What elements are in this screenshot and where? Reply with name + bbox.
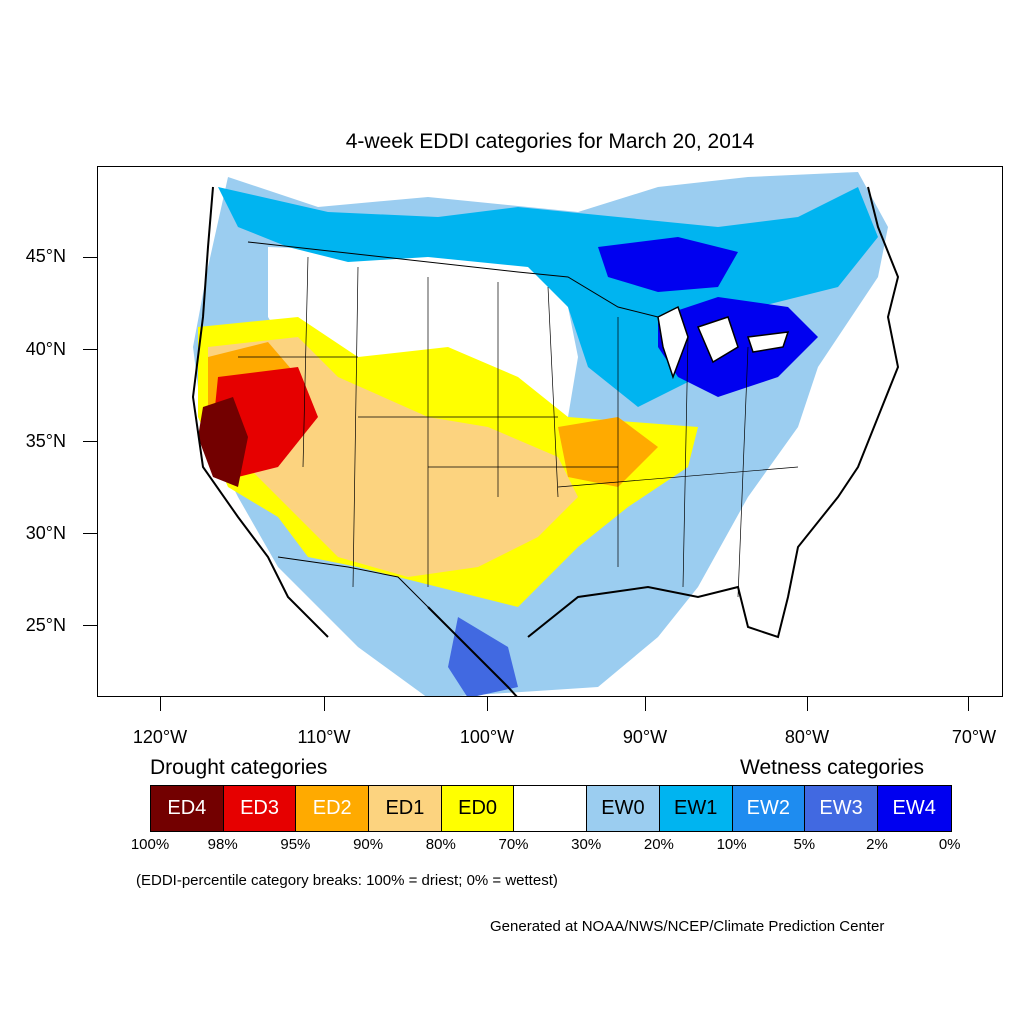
legend-box-ew1: EW1 (659, 786, 733, 831)
legend-percentile-label: 100% (130, 836, 170, 853)
lon-label-80: 80°W (784, 727, 830, 747)
lat-tick (83, 349, 97, 350)
lat-tick (83, 533, 97, 534)
wet-region-ew3 (448, 617, 518, 696)
legend-box-ed4: ED4 (151, 786, 224, 831)
drought-region-ed4 (198, 397, 248, 487)
legend-box-ew4: EW4 (877, 786, 951, 831)
lon-tick (324, 697, 325, 711)
lon-tick (645, 697, 646, 711)
lat-tick (83, 625, 97, 626)
lon-tick (160, 697, 161, 711)
legend-percentile-label: 0% (938, 836, 961, 853)
eddi-map (97, 166, 1003, 697)
legend-box-ed0: ED0 (441, 786, 515, 831)
lon-label-90: 90°W (622, 727, 668, 747)
lat-label-30: 30°N (25, 523, 66, 543)
legend-percentile-label: 2% (866, 836, 888, 853)
lon-label-100: 100°W (459, 727, 515, 747)
lat-label-40: 40°N (25, 339, 66, 359)
drought-region-ed2 (558, 417, 658, 487)
state-borders (238, 256, 799, 598)
map-canvas (191, 172, 900, 696)
lon-tick (968, 697, 969, 711)
legend-box-ed1: ED1 (369, 786, 442, 831)
wet-region-ew4-north (598, 237, 738, 292)
legend-box-ew3: EW3 (805, 786, 878, 831)
legend-percentile-label: 20% (643, 836, 674, 853)
credit-line: Generated at NOAA/NWS/NCEP/Climate Predi… (490, 918, 885, 935)
lat-label-35: 35°N (25, 431, 66, 451)
coastline (191, 186, 900, 696)
lon-label-120: 120°W (132, 727, 188, 747)
legend-box-ew0: EW0 (587, 786, 660, 831)
map-title: 4-week EDDI categories for March 20, 201… (345, 130, 755, 153)
great-lakes (657, 305, 790, 380)
legend-color-bar: ED4 ED3 ED2 ED1 ED0 EW0 EW1 EW2 EW3 EW4 (150, 785, 952, 832)
legend-percentile-label: 95% (280, 836, 311, 853)
lon-label-70: 70°W (951, 727, 997, 747)
legend-percentile-label: 10% (716, 836, 747, 853)
category-breaks-note: (EDDI-percentile category breaks: 100% =… (136, 872, 558, 889)
legend-percentile-label: 98% (207, 836, 238, 853)
legend-box-normal (514, 786, 588, 831)
legend-percentile-label: 5% (793, 836, 816, 853)
wetness-categories-heading: Wetness categories (740, 756, 925, 779)
lat-label-25: 25°N (25, 615, 66, 635)
lat-tick (83, 441, 97, 442)
legend-box-ed3: ED3 (223, 786, 297, 831)
legend-percentile-label: 30% (571, 836, 602, 853)
legend-box-ew2: EW2 (732, 786, 806, 831)
drought-categories-heading: Drought categories (150, 756, 328, 779)
legend-box-ed2: ED2 (296, 786, 370, 831)
lat-label-45: 45°N (25, 246, 66, 266)
legend-percentile-label: 70% (498, 836, 529, 853)
lon-tick (807, 697, 808, 711)
lat-tick (83, 257, 97, 258)
legend-percentile-label: 80% (425, 836, 456, 853)
country-border (247, 241, 659, 608)
lon-label-110: 110°W (297, 727, 351, 747)
lon-tick (487, 697, 488, 711)
legend-percentile-label: 90% (353, 836, 384, 853)
